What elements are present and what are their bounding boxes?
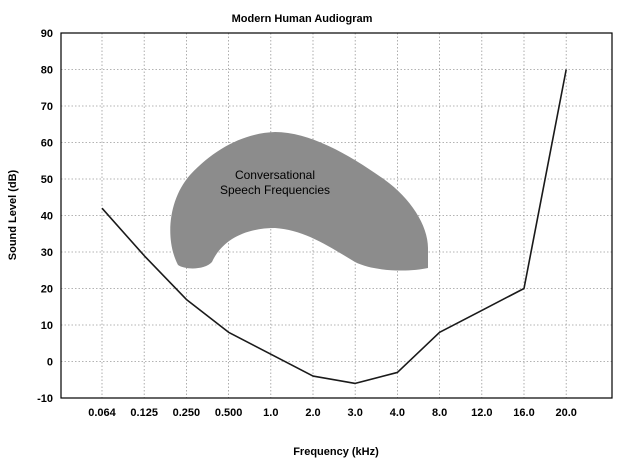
x-tick-label: 3.0 [348, 407, 363, 419]
x-tick-label: 2.0 [305, 407, 320, 419]
y-tick-label: 80 [41, 65, 53, 77]
y-tick-label: 60 [41, 138, 53, 150]
x-tick-label: 16.0 [513, 407, 534, 419]
y-tick-label: 70 [41, 101, 53, 113]
y-tick-label: 90 [41, 28, 53, 40]
x-tick-label: 1.0 [263, 407, 278, 419]
speech-annotation-line1: Conversational [235, 168, 315, 182]
x-tick-labels: 0.064 0.125 0.250 0.500 1.0 2.0 3.0 4.0 8.0 12.0 1… [88, 407, 577, 419]
y-tick-label: 0 [47, 357, 53, 369]
x-tick-label: 0.250 [173, 407, 201, 419]
y-tick-label: 50 [41, 174, 53, 186]
y-tick-label: -10 [37, 393, 53, 405]
y-tick-label: 30 [41, 247, 53, 259]
x-tick-label: 8.0 [432, 407, 447, 419]
audiogram-line [101, 69, 567, 385]
speech-frequency-region [170, 132, 428, 271]
x-tick-label: 0.500 [215, 407, 243, 419]
x-tick-label: 12.0 [471, 407, 492, 419]
y-tick-labels: 90 80 70 60 50 40 30 20 10 0 -10 [37, 28, 53, 405]
speech-annotation-line2: Speech Frequencies [220, 183, 330, 197]
x-axis-label: Frequency (kHz) [293, 446, 379, 458]
plot-frame [60, 32, 613, 399]
y-axis-label: Sound Level (dB) [7, 169, 19, 260]
y-tick-label: 40 [41, 211, 53, 223]
x-tick-label: 20.0 [555, 407, 576, 419]
y-tick-label: 10 [41, 320, 53, 332]
x-tick-label: 4.0 [390, 407, 405, 419]
y-tick-label: 20 [41, 284, 53, 296]
chart-title: Modern Human Audiogram [232, 13, 373, 25]
x-tick-label: 0.125 [130, 407, 158, 419]
x-tick-label: 0.064 [88, 407, 116, 419]
